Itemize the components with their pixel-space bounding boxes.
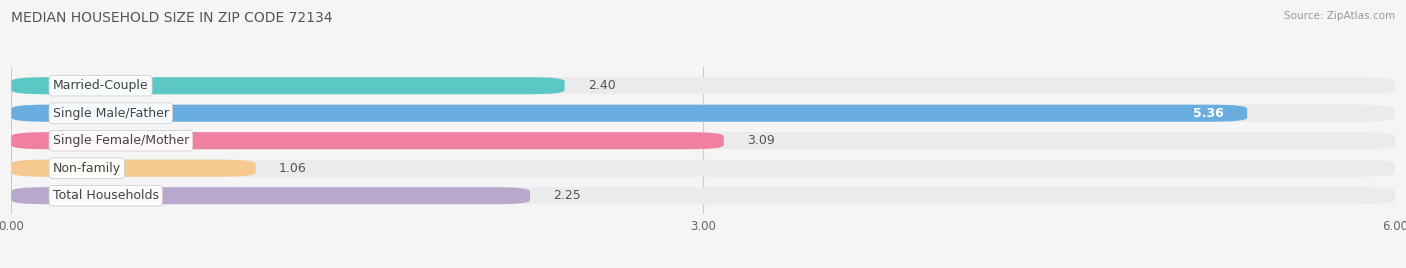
FancyBboxPatch shape <box>11 160 1395 177</box>
Text: Single Female/Mother: Single Female/Mother <box>53 134 188 147</box>
Text: Married-Couple: Married-Couple <box>53 79 149 92</box>
FancyBboxPatch shape <box>11 187 1395 204</box>
FancyBboxPatch shape <box>11 77 1395 94</box>
Text: 2.40: 2.40 <box>588 79 616 92</box>
Text: Total Households: Total Households <box>53 189 159 202</box>
Text: 2.25: 2.25 <box>553 189 581 202</box>
Text: Single Male/Father: Single Male/Father <box>53 107 169 120</box>
FancyBboxPatch shape <box>11 132 724 149</box>
Text: Non-family: Non-family <box>53 162 121 175</box>
FancyBboxPatch shape <box>11 187 530 204</box>
Text: 3.09: 3.09 <box>747 134 775 147</box>
Text: Source: ZipAtlas.com: Source: ZipAtlas.com <box>1284 11 1395 21</box>
FancyBboxPatch shape <box>11 105 1247 122</box>
FancyBboxPatch shape <box>11 77 565 94</box>
FancyBboxPatch shape <box>11 132 1395 149</box>
Text: MEDIAN HOUSEHOLD SIZE IN ZIP CODE 72134: MEDIAN HOUSEHOLD SIZE IN ZIP CODE 72134 <box>11 11 333 25</box>
FancyBboxPatch shape <box>11 105 1395 122</box>
Text: 1.06: 1.06 <box>278 162 307 175</box>
FancyBboxPatch shape <box>11 160 256 177</box>
Text: 5.36: 5.36 <box>1194 107 1225 120</box>
